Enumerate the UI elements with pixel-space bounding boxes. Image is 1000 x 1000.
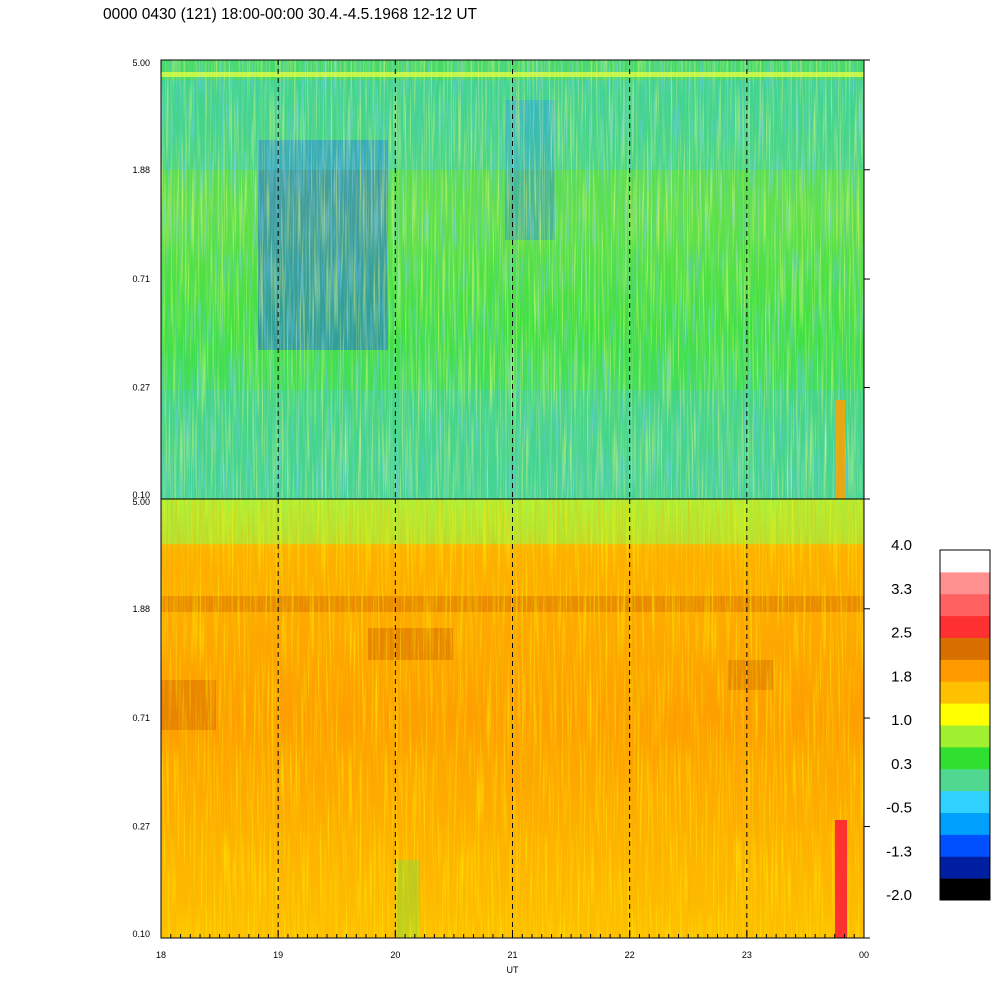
colorbar-label: -1.3	[886, 843, 912, 860]
x-tick-label: 22	[625, 950, 635, 960]
colorbar-label: -2.0	[886, 887, 912, 904]
colorbar-swatch	[940, 681, 990, 704]
colorbar-swatch	[940, 834, 990, 857]
colorbar-swatch	[940, 746, 990, 770]
x-tick-label: 20	[390, 950, 400, 960]
x-axis-label: UT	[507, 965, 519, 975]
x-tick-label: 21	[507, 950, 517, 960]
y-tick-label: 1.88	[132, 165, 150, 175]
colorbar-swatch	[940, 571, 990, 595]
colorbar-swatch	[940, 593, 990, 617]
colorbar-swatch	[940, 550, 990, 573]
colorbar-swatch	[940, 790, 990, 813]
top-panel-orange-right-strip	[835, 400, 845, 499]
colorbar-swatch	[940, 768, 990, 792]
x-tick-label: 00	[859, 950, 869, 960]
y-tick-label: 5.00	[132, 497, 150, 507]
bottom-panel-red-strip	[835, 820, 847, 938]
colorbar-swatch	[940, 615, 990, 638]
colorbar-label: 3.3	[891, 581, 912, 598]
colorbar-swatch	[940, 659, 990, 682]
colorbar-label: 2.5	[891, 625, 912, 642]
axes: 5.001.880.710.270.105.001.880.710.270.10…	[132, 58, 870, 975]
y-tick-label: 5.00	[132, 58, 150, 68]
colorbar-label: -0.5	[886, 800, 912, 817]
colorbar-label: 0.3	[891, 756, 912, 773]
colorbar-label: 1.8	[891, 668, 912, 685]
x-tick-label: 23	[742, 950, 752, 960]
y-tick-label: 0.27	[132, 383, 150, 393]
x-tick-label: 18	[156, 950, 166, 960]
colorbar-swatch	[940, 725, 990, 748]
colorbar-swatch	[940, 812, 990, 835]
colorbar-swatch	[940, 856, 990, 879]
colorbar-swatch	[940, 703, 990, 726]
y-tick-label: 0.71	[132, 274, 150, 284]
x-tick-label: 19	[273, 950, 283, 960]
y-tick-label: 1.88	[132, 604, 150, 614]
y-tick-label: 0.71	[132, 713, 150, 723]
colorbar-label: 1.0	[891, 712, 912, 729]
colorbar-swatch	[940, 878, 990, 901]
colorbar-frame	[939, 549, 991, 901]
y-tick-label: 0.10	[132, 929, 150, 939]
chart-title: 0000 0430 (121) 18:00-00:00 30.4.-4.5.19…	[103, 6, 477, 23]
colorbar-label: 4.0	[891, 537, 912, 554]
colorbar: 4.0 3.3 2.5 1.8 1.0 0.3 -0.5 -1.3 -2.0	[886, 537, 991, 904]
colorbar-swatch	[940, 637, 990, 660]
y-tick-label: 0.27	[132, 822, 150, 832]
top-panel-yellow-line	[161, 72, 864, 77]
y-tick-label: 0.10	[132, 490, 150, 500]
